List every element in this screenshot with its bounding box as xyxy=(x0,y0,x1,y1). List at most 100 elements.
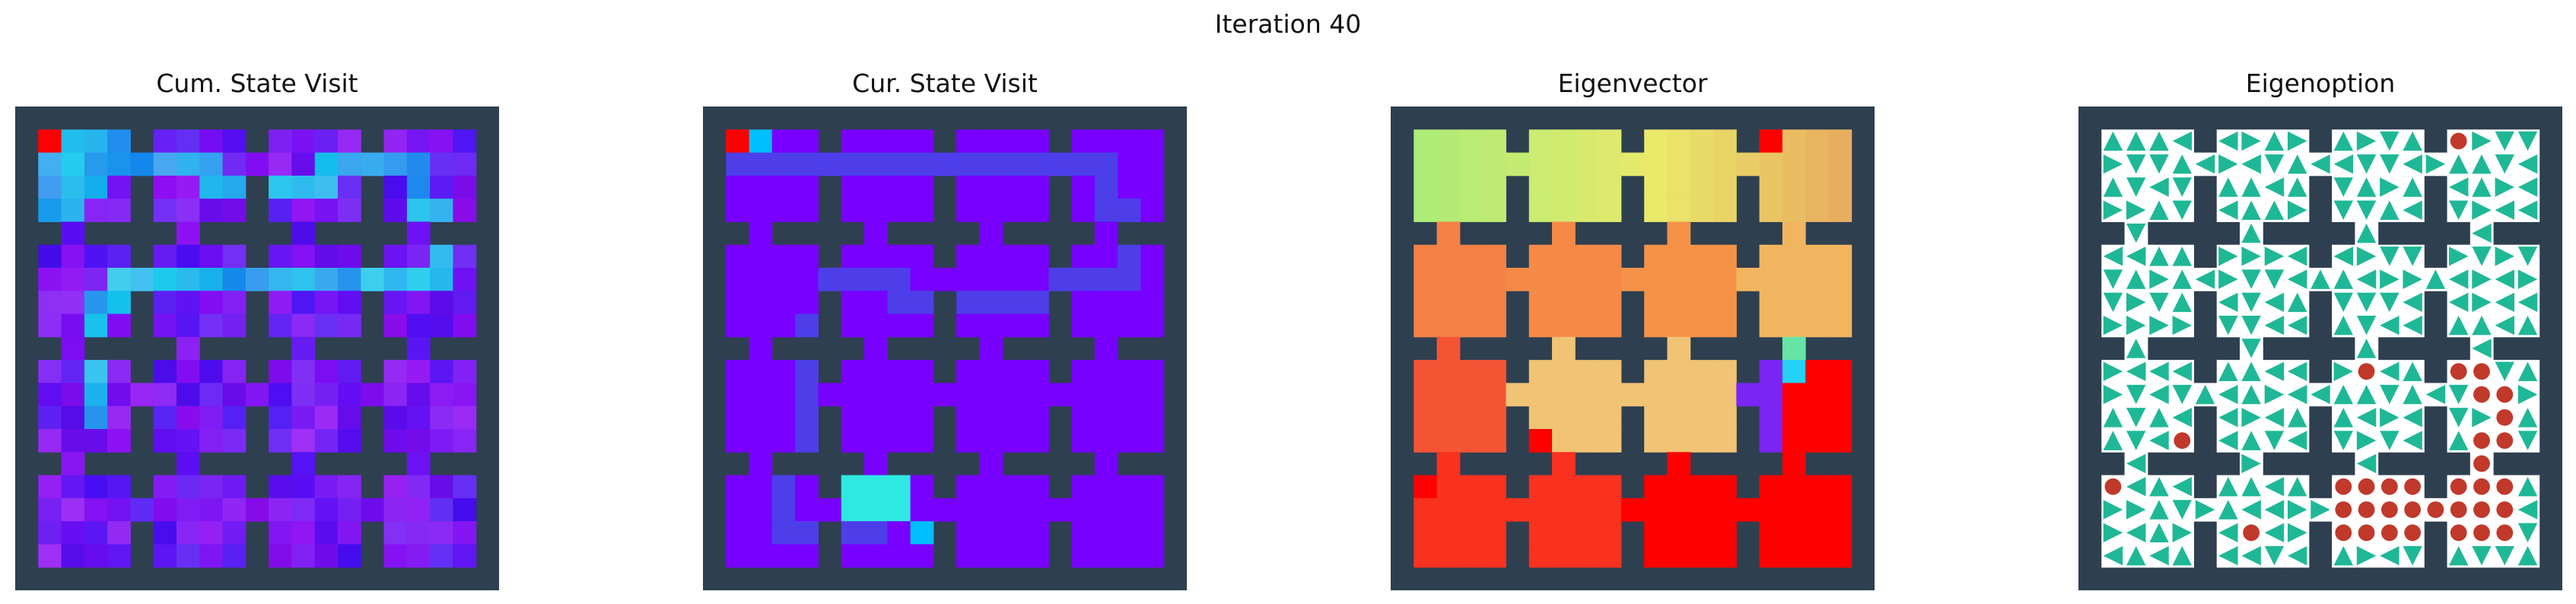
eigenvector-heatmap xyxy=(1391,106,1875,590)
heatmap-cell xyxy=(979,521,1003,545)
policy-arrow xyxy=(2448,200,2469,221)
policy-arrow xyxy=(2356,154,2377,174)
policy-arrow xyxy=(2287,269,2307,289)
policy-arrow xyxy=(2517,154,2538,174)
heatmap-cell xyxy=(291,175,316,199)
policy-arrow xyxy=(2172,476,2193,497)
heatmap-cell xyxy=(430,291,453,315)
heatmap-cell xyxy=(153,291,177,315)
heatmap-cell xyxy=(795,544,819,568)
heatmap-cell xyxy=(1414,313,1438,338)
panel-eigenvector: Eigenvector xyxy=(1391,64,1875,590)
heatmap-cell xyxy=(1459,313,1484,338)
heatmap-cell xyxy=(1667,175,1691,199)
heatmap-cell xyxy=(887,268,911,291)
heatmap-cell xyxy=(1552,429,1576,453)
heatmap-cell xyxy=(269,360,292,383)
heatmap-cell xyxy=(107,405,131,430)
heatmap-cell xyxy=(222,199,246,222)
heatmap-cell xyxy=(1436,498,1461,522)
heatmap-cell xyxy=(406,521,431,545)
heatmap-cell xyxy=(38,405,62,430)
heatmap-cell xyxy=(291,244,316,269)
policy-arrow xyxy=(2149,545,2169,566)
policy-arrow xyxy=(2149,476,2169,497)
heatmap-cell xyxy=(1690,360,1714,383)
heatmap-cell xyxy=(1094,313,1118,338)
heatmap-cell xyxy=(1414,244,1438,269)
heatmap-cell xyxy=(910,244,934,269)
policy-arrow xyxy=(2172,154,2193,174)
heatmap-cell xyxy=(956,360,980,383)
heatmap-cell xyxy=(291,521,316,545)
heatmap-cell xyxy=(1552,291,1576,315)
heatmap-cell xyxy=(1805,429,1829,453)
policy-arrow xyxy=(2241,315,2261,335)
heatmap-cell xyxy=(1828,268,1852,291)
policy-arrow xyxy=(2356,200,2377,221)
policy-arrow xyxy=(2448,292,2469,313)
policy-arrow xyxy=(2195,384,2215,405)
policy-arrow xyxy=(2380,177,2399,197)
policy-arrow xyxy=(2425,269,2446,289)
heatmap-cell xyxy=(864,521,888,545)
policy-arrow xyxy=(2264,361,2285,382)
heatmap-cell xyxy=(818,383,842,407)
heatmap-cell xyxy=(38,268,62,291)
heatmap-cell xyxy=(61,313,85,338)
heatmap-cell xyxy=(887,291,911,315)
policy-arrow xyxy=(2403,384,2422,405)
terminal-marker xyxy=(2496,501,2514,518)
heatmap-cell xyxy=(1782,405,1806,430)
heatmap-cell xyxy=(269,129,292,154)
terminal-marker xyxy=(2380,501,2398,518)
heatmap-cell xyxy=(1575,383,1599,407)
heatmap-cell xyxy=(1528,544,1553,568)
heatmap-cell xyxy=(749,360,773,383)
policy-arrow xyxy=(2517,177,2538,197)
policy-arrow xyxy=(2126,431,2146,450)
policy-arrow xyxy=(2172,361,2193,382)
heatmap-cell xyxy=(1026,129,1049,154)
heatmap-cell xyxy=(269,429,292,453)
heatmap-cell xyxy=(1118,383,1141,407)
heatmap-cell xyxy=(841,405,865,430)
heatmap-cell xyxy=(1414,129,1438,154)
heatmap-cell xyxy=(338,475,361,499)
heatmap-cell xyxy=(749,199,773,222)
heatmap-cell xyxy=(795,405,819,430)
heatmap-cell xyxy=(1805,383,1829,407)
policy-arrow xyxy=(2448,545,2469,566)
heatmap-cell xyxy=(1805,199,1829,222)
policy-arrow xyxy=(2495,131,2515,151)
heatmap-cell xyxy=(841,544,865,568)
policy-arrow xyxy=(2517,131,2538,151)
heatmap-cell xyxy=(406,383,431,407)
policy-arrow xyxy=(2126,339,2146,358)
heatmap-cell xyxy=(1575,521,1599,545)
heatmap-cell xyxy=(1414,152,1438,176)
heatmap-cell xyxy=(1436,129,1461,154)
policy-arrow xyxy=(2333,315,2354,335)
heatmap-cell xyxy=(1140,475,1165,499)
heatmap-cell xyxy=(38,291,62,315)
policy-arrow xyxy=(2103,292,2123,313)
policy-arrow xyxy=(2126,545,2146,566)
heatmap-cell xyxy=(1759,405,1783,430)
heatmap-cell xyxy=(1071,268,1096,291)
heatmap-cell xyxy=(291,313,316,338)
heatmap-cell xyxy=(1644,498,1668,522)
heatmap-cell xyxy=(1071,152,1096,176)
policy-arrow xyxy=(2103,269,2123,289)
heatmap-cell xyxy=(1690,383,1714,407)
policy-arrow xyxy=(2333,177,2354,197)
heatmap-cell xyxy=(771,475,796,499)
heatmap-cell xyxy=(1483,291,1506,315)
heatmap-cell xyxy=(1118,498,1141,522)
policy-arrow xyxy=(2495,177,2515,197)
figure-title: Iteration 40 xyxy=(1214,9,1362,39)
heatmap-cell xyxy=(1575,475,1599,499)
heatmap-cell xyxy=(38,429,62,453)
heatmap-cell xyxy=(84,244,108,269)
policy-arrow xyxy=(2264,431,2285,450)
